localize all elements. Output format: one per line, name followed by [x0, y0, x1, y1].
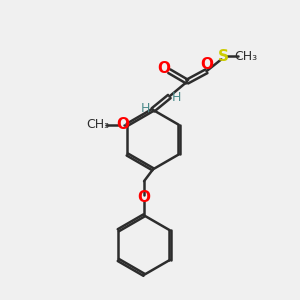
Text: O: O	[158, 61, 170, 76]
Text: O: O	[116, 117, 129, 132]
Text: S: S	[218, 50, 229, 64]
Text: CH₃: CH₃	[234, 50, 258, 63]
Text: CH₃: CH₃	[86, 118, 109, 131]
Text: O: O	[138, 190, 151, 205]
Text: H: H	[172, 92, 182, 104]
Text: H: H	[141, 102, 150, 115]
Text: O: O	[200, 57, 213, 72]
